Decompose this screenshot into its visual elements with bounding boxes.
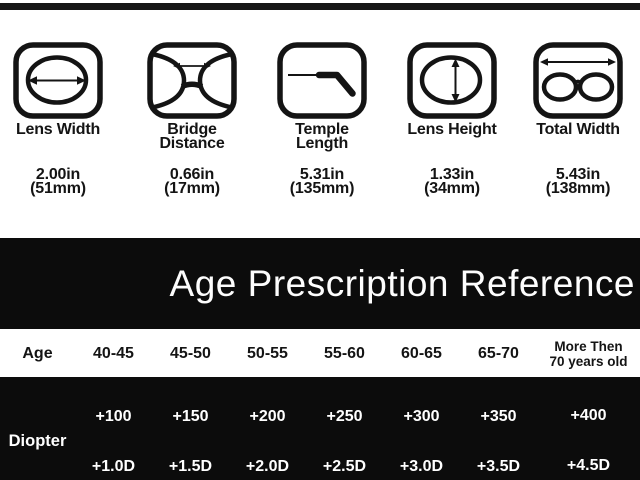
age-range: More Then 70 years old: [549, 338, 628, 369]
diopter-strength: +3.0D: [399, 458, 444, 475]
measurement-value: 0.66in (17mm): [164, 166, 220, 197]
diopter-value: +400: [570, 407, 607, 424]
diopter-strength: +1.0D: [91, 458, 136, 475]
measurement-label: Lens Height: [407, 121, 497, 138]
age-column-label: Age: [22, 344, 53, 362]
top-divider-bar: [0, 3, 640, 10]
measurement-label: Temple Length: [295, 121, 349, 152]
diopter-value: +200: [249, 408, 286, 425]
measurement-label: Total Width: [536, 121, 620, 138]
diopter-strength: +1.5D: [168, 458, 213, 475]
diopter-column-label: Diopter: [8, 432, 67, 450]
banner-title: Age Prescription Reference: [169, 262, 635, 304]
diopter-strength: +2.0D: [245, 458, 290, 475]
diopter-strength: +3.5D: [476, 458, 521, 475]
total-width-icon: [533, 42, 623, 119]
diopter-value: +150: [172, 408, 209, 425]
bridge-distance-icon: [147, 42, 237, 119]
lens-width-icon: [13, 42, 103, 119]
diopter-value: +100: [95, 408, 132, 425]
measurement-label: Lens Width: [15, 121, 101, 138]
diopter-value: +350: [480, 408, 517, 425]
diopter-section: Diopter +100 +150 +200 +250 +300 +350 +4…: [0, 377, 640, 480]
measurement-temple-length: Temple Length 5.31in (135mm): [258, 42, 386, 232]
age-range: 45-50: [170, 344, 211, 362]
diopter-strength: +2.5D: [322, 458, 367, 475]
measurement-value: 1.33in (34mm): [424, 166, 480, 197]
measurement-total-width: Total Width 5.43in (138mm): [514, 42, 640, 232]
measurement-value: 5.31in (135mm): [289, 166, 355, 197]
diopter-value-row: +100 +150 +200 +250 +300 +350 +400: [75, 408, 640, 428]
temple-length-icon: [277, 42, 367, 119]
measurement-value: 5.43in (138mm): [545, 166, 611, 197]
measurement-lens-height: Lens Height 1.33in (34mm): [388, 42, 516, 232]
age-range: 55-60: [324, 344, 365, 362]
measurement-value: 2.00in (51mm): [30, 166, 86, 197]
banner: Age Prescription Reference: [0, 238, 640, 329]
age-range: 40-45: [93, 344, 134, 362]
measurement-bridge-distance: Bridge Distance 0.66in (17mm): [128, 42, 256, 232]
measurement-label: Bridge Distance: [159, 121, 225, 152]
age-header-row: Age 40-45 45-50 50-55 55-60 60-65 65-70 …: [0, 330, 640, 377]
measurement-lens-width: Lens Width 2.00in (51mm): [0, 42, 122, 232]
diopter-strength: +4.5D: [566, 457, 611, 474]
age-range: 65-70: [478, 344, 519, 362]
diopter-value: +250: [326, 408, 363, 425]
diopter-strength-row: +1.0D +1.5D +2.0D +2.5D +3.0D +3.5D +4.5…: [75, 458, 640, 478]
age-range: 60-65: [401, 344, 442, 362]
lens-height-icon: [407, 42, 497, 119]
diopter-value: +300: [403, 408, 440, 425]
age-range: 50-55: [247, 344, 288, 362]
